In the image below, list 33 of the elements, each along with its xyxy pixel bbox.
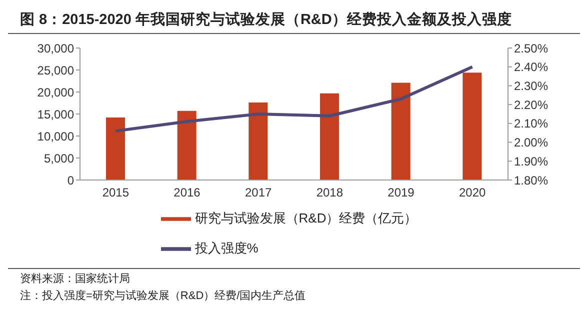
x-tick-label: 2018 [316,186,344,200]
text: 注：投入强度=研究与试验发展（R&D）经费/国内生产总值 [20,288,307,304]
x-tick-label: 2020 [458,186,486,200]
y-tick-label: 15,000 [37,107,74,122]
y-tick-label: 20,000 [37,85,74,100]
legend-label: 投入强度% [194,240,258,256]
x-tick-label: 2016 [174,186,201,200]
legend-label: 研究与试验发展（R&D）经费（亿元） [194,210,418,226]
y-tick-label: 5,000 [44,151,74,166]
y2-tick-label: 2.20% [514,98,548,112]
bar [391,82,410,180]
y-tick-label: 0 [67,173,74,188]
y-tick-label: 30,000 [37,41,74,56]
bar [106,118,125,180]
chart-title: 图 8：2015-2020 年我国研究与试验发展（R&D）经费投入金额及投入强度 [8,8,580,34]
bar [462,72,482,180]
bar [320,93,339,180]
x-tick-label: 2015 [102,186,130,200]
text: 资料来源：国家统计局 [20,272,131,287]
y2-tick-label: 2.10% [514,116,548,131]
x-tick-label: 2019 [388,186,415,200]
y2-tick-label: 2.50% [514,41,548,56]
bar [248,102,268,180]
bar [177,110,196,180]
y2-tick-label: 2.30% [514,78,548,93]
y-tick-label: 25,000 [37,63,74,78]
y2-tick-label: 2.40% [514,60,548,74]
y2-tick-label: 1.80% [514,173,548,188]
y2-tick-label: 1.90% [514,154,548,168]
line-series [114,65,474,132]
x-tick-label: 2017 [244,186,272,200]
y-tick-label: 10,000 [37,129,74,144]
y2-tick-label: 2.00% [514,136,548,150]
